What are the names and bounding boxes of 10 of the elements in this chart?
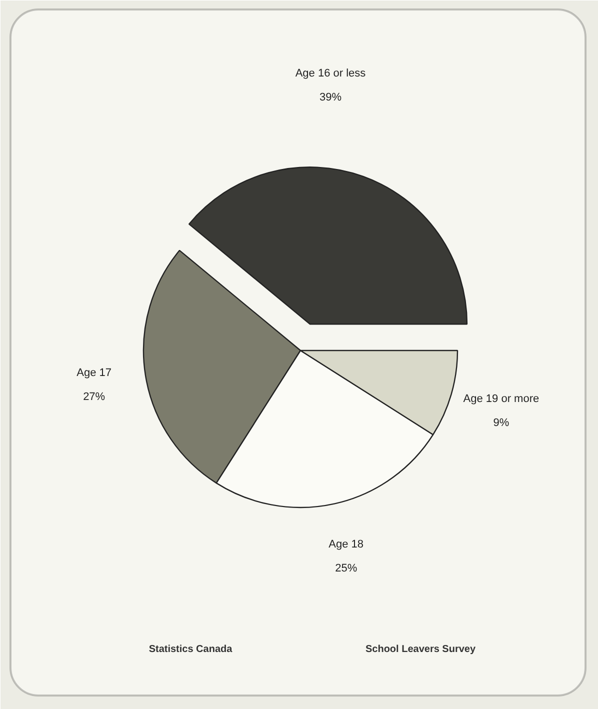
data-label: 25% — [335, 562, 358, 574]
text: Statistics Canada — [148, 644, 233, 655]
slice-label: Age 17 — [76, 367, 112, 380]
text: School Leavers Survey — [365, 644, 476, 655]
data-label: 39% — [319, 92, 342, 104]
slice-label: Age 19 or more — [463, 392, 540, 405]
slice-label: Age 16 or less — [295, 68, 366, 80]
slice-label: Age 18 — [328, 538, 364, 550]
data-label: 27% — [83, 391, 106, 404]
data-label: 9% — [493, 416, 510, 429]
